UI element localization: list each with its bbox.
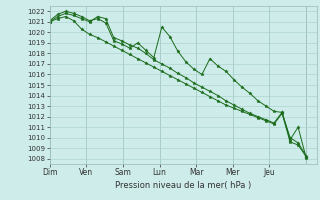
X-axis label: Pression niveau de la mer( hPa ): Pression niveau de la mer( hPa ) xyxy=(115,181,251,190)
